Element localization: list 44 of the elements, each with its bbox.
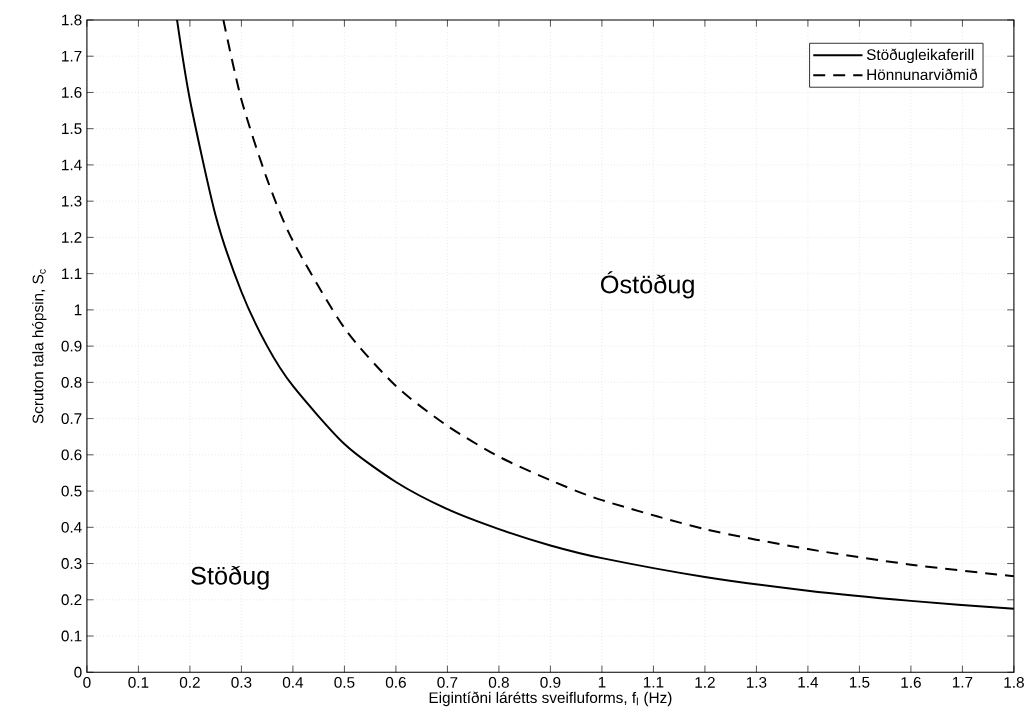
- annotation: Stöðug: [191, 565, 269, 590]
- x-tick-label: 0.7: [437, 676, 458, 688]
- y-tick-label: 1: [74, 304, 82, 316]
- x-tick-label: 1.2: [695, 676, 715, 688]
- x-tick-label: 0.6: [385, 676, 406, 688]
- x-tick-label: 0.8: [488, 676, 509, 688]
- y-tick-label: 1.6: [62, 86, 82, 98]
- y-tick-label: 0.5: [61, 485, 82, 497]
- x-tick-label: 1.7: [952, 676, 973, 688]
- x-tick-label: 0.5: [334, 676, 355, 688]
- x-tick-label: 0.2: [179, 676, 200, 688]
- x-tick-label: 1.1: [643, 676, 664, 688]
- y-tick-label: 0.7: [61, 413, 82, 424]
- x-tick-label: 0.4: [282, 676, 304, 688]
- y-tick-label: 0.2: [61, 594, 82, 606]
- x-axis-title: Eigintíðni lárétts sveifluforms, f$_{l}$ (Hz): [429, 691, 672, 707]
- y-tick-label: 1.1: [62, 268, 82, 279]
- x-tick-label: 1.8: [1004, 676, 1024, 688]
- y-tick-label: 1.7: [62, 50, 82, 62]
- x-tick-label: 1.6: [901, 676, 921, 688]
- legend-label: Stöðugleikaferill: [866, 48, 974, 63]
- y-tick-label: 1.4: [62, 159, 82, 171]
- x-tick-label: 1: [598, 676, 606, 688]
- x-tick-label: 1.4: [798, 676, 819, 688]
- x-tick-label: 1.3: [746, 676, 767, 688]
- annotation: Óstöðug: [601, 271, 694, 299]
- y-tick-label: 0.1: [61, 630, 82, 642]
- x-tick-label: 0.1: [128, 676, 149, 688]
- y-tick-label: 1.2: [62, 231, 82, 243]
- y-axis-title: Scruton tala hópsin, S$_{c}$: [31, 269, 47, 424]
- y-tick-label: 0.4: [61, 521, 82, 533]
- y-tick-label: 0.6: [61, 449, 82, 461]
- x-tick-label: 0: [83, 676, 91, 688]
- y-tick-label: 1.3: [62, 195, 82, 207]
- y-tick-label: 1.8: [62, 14, 82, 26]
- x-tick-label: 1.5: [849, 676, 870, 688]
- x-tick-label: 0.3: [231, 676, 252, 688]
- y-tick-label: 0: [74, 666, 82, 678]
- x-tick-label: 0.9: [540, 676, 561, 688]
- legend-label: Hönnunarviðmið: [867, 68, 978, 80]
- y-tick-label: 0.3: [61, 558, 82, 569]
- y-tick-label: 0.8: [61, 376, 82, 388]
- y-tick-label: 0.9: [61, 340, 82, 352]
- y-tick-label: 1.5: [62, 123, 82, 134]
